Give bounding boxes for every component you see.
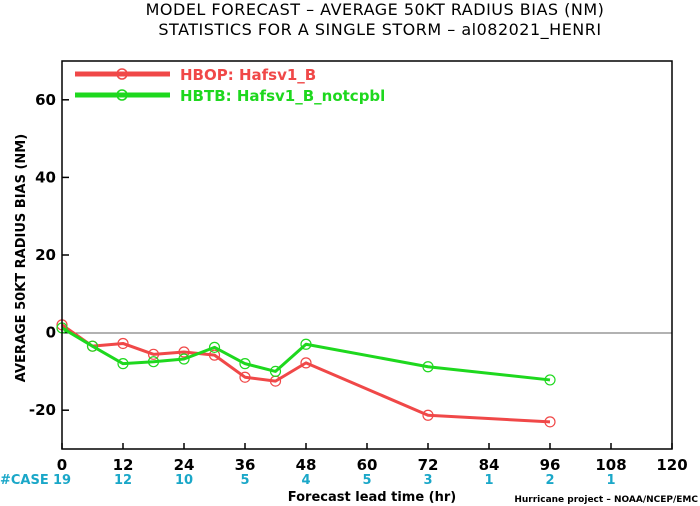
case-count: 12 — [114, 473, 132, 488]
data-point — [147, 356, 160, 368]
data-point — [422, 361, 434, 373]
data-point — [208, 349, 221, 361]
data-point — [544, 416, 556, 428]
data-point — [239, 371, 251, 383]
case-count: 1 — [484, 473, 493, 488]
data-point — [239, 358, 251, 370]
x-tick-label: 60 — [357, 456, 378, 474]
y-tick-label: 60 — [35, 91, 56, 109]
y-tick-label: 20 — [35, 246, 56, 264]
case-label: #CASE — [0, 473, 49, 488]
x-tick-label: 120 — [656, 456, 687, 474]
series-line — [61, 323, 551, 424]
y-tick-label: 0 — [46, 324, 56, 342]
data-point — [269, 365, 282, 377]
x-tick-label: 0 — [57, 456, 67, 474]
x-tick-label: 108 — [595, 456, 626, 474]
x-tick-label: 12 — [113, 456, 134, 474]
series-layer — [56, 319, 556, 428]
data-point — [178, 353, 190, 365]
plot-frame — [61, 60, 673, 450]
legend: HBOP: Hafsv1_B HBTB: Hafsv1_B_notcpbl — [75, 66, 385, 105]
y-tick-label: 40 — [35, 168, 56, 186]
data-point — [422, 409, 434, 421]
data-point — [544, 374, 556, 386]
chart-title-line1: MODEL FORECAST – AVERAGE 50KT RADIUS BIA… — [146, 0, 605, 19]
x-tick-label: 72 — [418, 456, 439, 474]
data-point — [86, 340, 99, 352]
x-tick-label: 84 — [479, 456, 500, 474]
data-point — [117, 358, 129, 370]
legend-label-hbop: HBOP: Hafsv1_B — [180, 66, 316, 84]
data-point — [300, 357, 312, 369]
data-point — [300, 338, 312, 350]
y-tick-label: -20 — [29, 401, 56, 419]
series-line — [61, 326, 551, 382]
data-point — [208, 341, 221, 353]
case-count: 2 — [545, 473, 554, 488]
case-count: 3 — [423, 473, 432, 488]
y-ticks: -20 0 20 40 60 — [29, 91, 69, 419]
chart-title-line2: STATISTICS FOR A SINGLE STORM – al082021… — [158, 20, 601, 40]
case-count: 4 — [301, 473, 310, 488]
x-tick-label: 96 — [540, 456, 561, 474]
legend-label-hbtb: HBTB: Hafsv1_B_notcpbl — [180, 87, 385, 105]
case-count: 10 — [175, 473, 193, 488]
x-tick-label: 24 — [174, 456, 195, 474]
case-row: 19 12 10 5 4 5 3 1 2 1 — [53, 473, 616, 488]
case-count: 1 — [606, 473, 615, 488]
credit-text: Hurricane project – NOAA/NCEP/EMC — [514, 495, 698, 505]
case-count: 19 — [53, 473, 71, 488]
data-point — [117, 337, 129, 350]
x-tick-label: 48 — [296, 456, 317, 474]
case-count: 5 — [362, 473, 371, 488]
data-point — [178, 346, 190, 358]
x-tick-label: 36 — [235, 456, 256, 474]
x-ticks: 0 12 24 36 48 60 72 84 96 108 120 — [57, 443, 688, 474]
series-1 — [56, 322, 556, 386]
y-axis-label: AVERAGE 50KT RADIUS BIAS (NM) — [14, 134, 29, 382]
data-point — [147, 348, 160, 360]
legend-marker-hbop — [116, 68, 128, 80]
case-count: 5 — [240, 473, 249, 488]
series-0 — [56, 319, 556, 428]
x-axis-label: Forecast lead time (hr) — [288, 490, 456, 505]
legend-marker-hbtb — [116, 89, 128, 101]
